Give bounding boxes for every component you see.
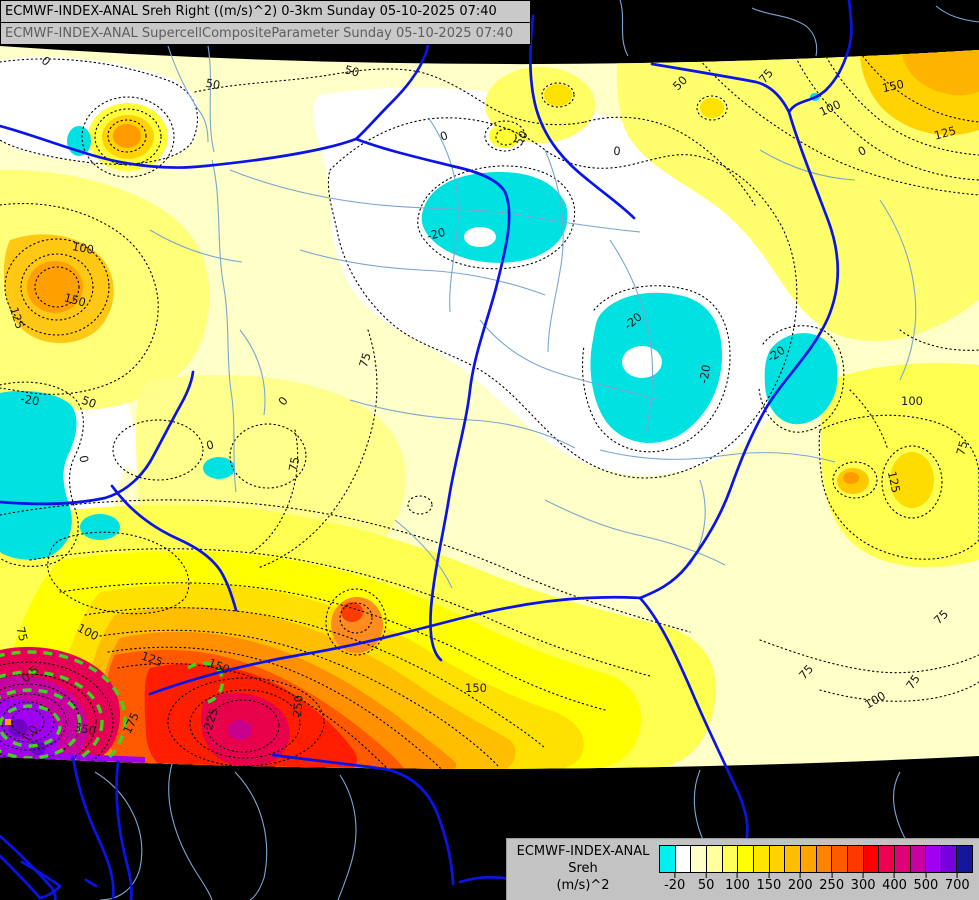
legend-swatch bbox=[879, 846, 895, 872]
river-sava bbox=[638, 596, 749, 852]
legend-swatch bbox=[910, 846, 927, 872]
river-danube-south bbox=[354, 137, 511, 662]
legend-swatch bbox=[941, 846, 958, 872]
legend-swatch bbox=[785, 846, 801, 872]
legend-swatch bbox=[738, 846, 754, 872]
legend-tick: 150 bbox=[756, 873, 781, 893]
legend-swatch bbox=[753, 846, 770, 872]
river-danube bbox=[0, 124, 358, 169]
legend-units-label: (m/s)^2 bbox=[556, 878, 610, 893]
legend-tick: 700 bbox=[945, 873, 970, 893]
legend-ticks: -20 50 100 150 200 250 300 400 500 700 bbox=[659, 873, 973, 897]
adriatic-island bbox=[84, 878, 98, 888]
legend-colorbar bbox=[659, 845, 973, 873]
river-inn bbox=[0, 370, 195, 506]
adriatic-coast bbox=[20, 860, 62, 900]
legend-tick: 200 bbox=[788, 873, 813, 893]
legend-tick: 50 bbox=[698, 873, 714, 893]
adriatic-coast bbox=[0, 834, 57, 900]
legend-swatch bbox=[816, 846, 833, 872]
legend-swatch bbox=[691, 846, 707, 872]
legend-swatch bbox=[800, 846, 817, 872]
legend-source-label: ECMWF-INDEX-ANAL bbox=[516, 844, 650, 859]
legend-tick: 400 bbox=[882, 873, 907, 893]
river-drava bbox=[148, 595, 642, 696]
legend-parameter-label: Sreh bbox=[568, 861, 598, 876]
legend-titles: ECMWF-INDEX-ANAL Sreh (m/s)^2 bbox=[509, 843, 657, 894]
legend-tick: -20 bbox=[664, 873, 685, 893]
legend-swatch bbox=[706, 846, 723, 872]
title-bar: ECMWF-INDEX-ANAL Sreh Right ((m/s)^2) 0-… bbox=[0, 0, 531, 45]
map-title-secondary: ECMWF-INDEX-ANAL SupercellCompositeParam… bbox=[5, 26, 514, 41]
legend-swatch bbox=[894, 846, 911, 872]
legend-swatch bbox=[769, 846, 786, 872]
legend-swatch bbox=[660, 846, 676, 872]
legend-tick: 300 bbox=[851, 873, 876, 893]
legend-panel: ECMWF-INDEX-ANAL Sreh (m/s)^2 -20 50 100 15… bbox=[506, 838, 979, 900]
river-south-2 bbox=[115, 760, 133, 900]
legend-tick: 500 bbox=[913, 873, 938, 893]
legend-swatch bbox=[832, 846, 848, 872]
legend-tick: 100 bbox=[725, 873, 750, 893]
legend-swatch bbox=[722, 846, 739, 872]
legend-swatch bbox=[675, 846, 692, 872]
dotted-contour-lines bbox=[0, 46, 979, 769]
river-tisza-branch bbox=[650, 62, 791, 114]
country-borders bbox=[94, 0, 979, 900]
legend-swatch bbox=[957, 846, 973, 872]
river-tisza bbox=[638, 0, 853, 600]
river-south-1 bbox=[71, 755, 115, 900]
legend-tick: 250 bbox=[819, 873, 844, 893]
legend-swatch bbox=[863, 846, 880, 872]
filled-contours bbox=[0, 46, 979, 769]
legend-swatch bbox=[926, 846, 942, 872]
river-mur bbox=[110, 484, 238, 612]
river-hron bbox=[529, 14, 636, 220]
legend-swatch bbox=[847, 846, 864, 872]
map-title-primary: ECMWF-INDEX-ANAL Sreh Right ((m/s)^2) 0-… bbox=[1, 1, 530, 23]
adriatic-coast bbox=[0, 854, 42, 900]
river-south-3 bbox=[271, 753, 455, 886]
